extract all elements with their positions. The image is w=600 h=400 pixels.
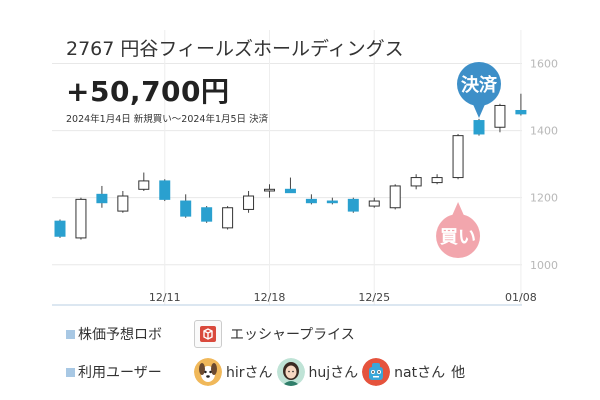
x-tick-label: 12/25 [358, 291, 390, 304]
x-tick-label: 12/18 [254, 291, 286, 304]
candle-body [284, 188, 296, 194]
candle-body [431, 177, 443, 184]
trade-period: 2024年1月4日 新規買い〜2024年1月5日 決済 [66, 114, 269, 125]
candle-body [96, 193, 108, 204]
candle-body [243, 195, 255, 210]
candles [54, 93, 527, 240]
dog-avatar[interactable] [194, 358, 222, 386]
candle-body [410, 177, 422, 187]
candle-body [201, 207, 213, 222]
others-link[interactable]: 他 [451, 365, 466, 381]
sell-marker-label: 決済 [461, 74, 498, 96]
y-tick-label: 1600 [530, 58, 558, 71]
user-name-hir[interactable]: hirさん [226, 365, 273, 381]
candle-body [264, 188, 275, 192]
robo-row: 株価予想ロボ エッシャープライス [66, 318, 355, 350]
y-tick-label: 1000 [530, 259, 558, 272]
candle-body [180, 200, 192, 217]
x-tick-label: 01/08 [505, 291, 537, 304]
candle-body [54, 220, 66, 237]
candle [138, 172, 150, 191]
robo-name-link[interactable]: エッシャープライス [230, 327, 355, 343]
candle-body [138, 180, 150, 190]
candle-body [159, 180, 171, 200]
candle [305, 194, 317, 205]
cube-icon[interactable] [194, 320, 222, 348]
candle [222, 206, 234, 230]
sell-marker-circle [457, 62, 501, 106]
candle-body [117, 195, 129, 212]
candle [54, 219, 66, 238]
candle-body [389, 185, 401, 209]
user-name-nat[interactable]: natさん [394, 365, 446, 381]
robo-label: 株価予想ロボ [78, 327, 162, 343]
users-label: 利用ユーザー [78, 365, 162, 381]
candle [117, 190, 129, 213]
candle-body [222, 207, 234, 229]
candle-body [326, 200, 338, 204]
candle-body [473, 120, 485, 135]
robot-avatar[interactable] [362, 358, 391, 386]
candle [243, 190, 255, 213]
candle [452, 133, 464, 180]
candle-body [494, 104, 506, 128]
candle [180, 194, 192, 218]
buy-marker: 買い [436, 202, 481, 258]
buy-marker-label: 買い [440, 227, 476, 248]
axis-ticks: 1000 1200 1400 1600 12/11 12/18 12/25 01/08 [149, 58, 558, 304]
buy-marker-pointer [451, 202, 466, 218]
y-tick-label: 1200 [530, 192, 558, 205]
candle-body [452, 135, 464, 179]
candle [201, 206, 213, 223]
candle [368, 197, 380, 208]
candle-body [75, 198, 87, 239]
y-tick-label: 1400 [530, 125, 558, 138]
users-bullet [66, 367, 75, 377]
buy-marker-circle [436, 214, 481, 258]
candle-body [368, 200, 380, 207]
candle [264, 184, 275, 198]
candle [494, 103, 506, 133]
candle [347, 197, 359, 213]
x-tick-label: 12/11 [149, 291, 181, 304]
candle [515, 93, 527, 116]
candle [284, 177, 296, 194]
robo-bullet [66, 329, 75, 339]
candle [326, 197, 338, 205]
candle-body [347, 198, 359, 212]
candle [389, 184, 401, 210]
candle-body [515, 109, 527, 115]
grid-lines [52, 30, 522, 306]
woman-avatar[interactable] [276, 358, 305, 386]
candle-body [305, 198, 317, 204]
candle [96, 185, 108, 208]
candle [431, 174, 443, 185]
profit-amount: +50,700円 [66, 75, 230, 108]
users-row: 利用ユーザー hirさん hujさん [66, 356, 465, 388]
candle [410, 174, 422, 190]
stock-title: 2767 円谷フィールズホールディングス [66, 38, 404, 60]
sell-marker: 決済 [457, 62, 501, 118]
candle [473, 118, 485, 136]
candle [75, 197, 87, 240]
user-name-huj[interactable]: hujさん [308, 365, 359, 381]
sell-marker-pointer [472, 102, 486, 118]
candle [159, 179, 171, 202]
